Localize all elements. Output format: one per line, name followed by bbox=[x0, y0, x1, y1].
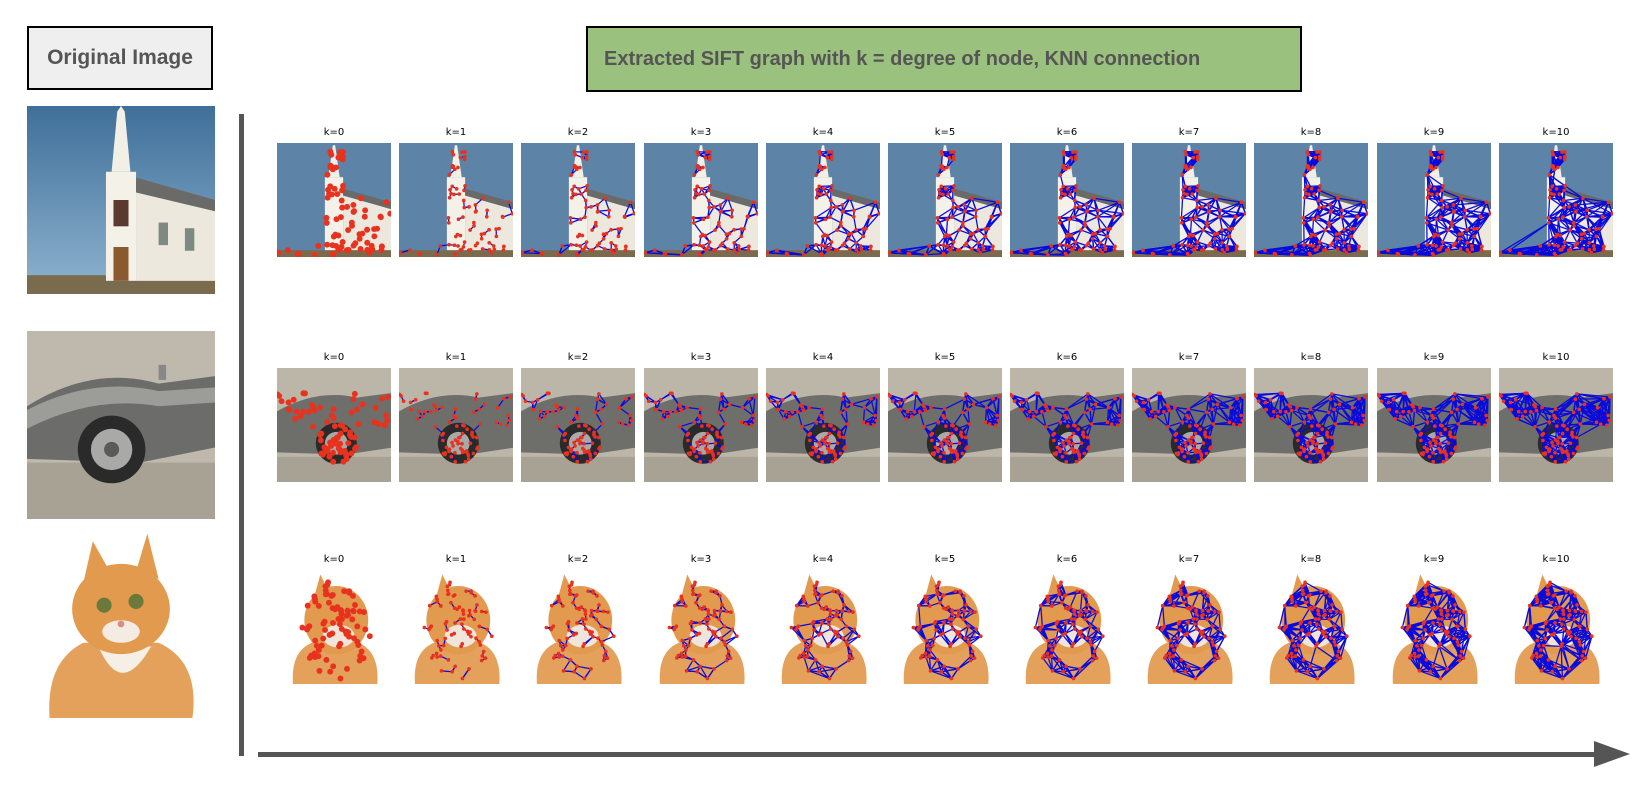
k-label: k=9 bbox=[1423, 352, 1445, 363]
sift-graph-thumbnail-cat bbox=[1254, 570, 1368, 684]
k-label: k=6 bbox=[1056, 127, 1078, 138]
k-label: k=10 bbox=[1542, 554, 1570, 565]
k-label: k=7 bbox=[1178, 352, 1200, 363]
k-label: k=2 bbox=[567, 352, 589, 363]
sift-graph-thumbnail-cat bbox=[521, 570, 635, 684]
k-label: k=2 bbox=[567, 554, 589, 565]
k-label: k=0 bbox=[323, 127, 345, 138]
k-label: k=3 bbox=[690, 554, 712, 565]
k-label: k=6 bbox=[1056, 554, 1078, 565]
k-label: k=8 bbox=[1300, 554, 1322, 565]
k-label: k=5 bbox=[934, 127, 956, 138]
k-label: k=3 bbox=[690, 127, 712, 138]
sift-graph-thumbnail-cat bbox=[766, 570, 880, 684]
k-label: k=9 bbox=[1423, 554, 1445, 565]
k-label: k=9 bbox=[1423, 127, 1445, 138]
k-label: k=5 bbox=[934, 554, 956, 565]
k-label: k=0 bbox=[323, 352, 345, 363]
sift-graph-thumbnail-car bbox=[1377, 368, 1491, 482]
sift-graph-thumbnail-car bbox=[521, 368, 635, 482]
sift-graph-thumbnail-car bbox=[1254, 368, 1368, 482]
sift-graph-thumbnail-church bbox=[766, 143, 880, 257]
k-label: k=8 bbox=[1300, 127, 1322, 138]
sift-graph-thumbnail-church bbox=[1377, 143, 1491, 257]
sift-graph-thumbnail-church bbox=[1254, 143, 1368, 257]
vertical-axis-line bbox=[239, 114, 244, 756]
k-label: k=1 bbox=[445, 554, 467, 565]
original-image-label: Original Image bbox=[27, 26, 213, 90]
k-label: k=0 bbox=[323, 554, 345, 565]
original-church-image bbox=[27, 106, 215, 294]
k-label: k=1 bbox=[445, 352, 467, 363]
k-label: k=10 bbox=[1542, 127, 1570, 138]
sift-graph-thumbnail-cat bbox=[1132, 570, 1246, 684]
sift-graph-thumbnail-car bbox=[1132, 368, 1246, 482]
sift-graph-thumbnail-car bbox=[399, 368, 513, 482]
sift-graph-thumbnail-car bbox=[1499, 368, 1613, 482]
horizontal-axis-line bbox=[258, 752, 1598, 757]
sift-graph-thumbnail-church bbox=[521, 143, 635, 257]
original-cat-image bbox=[27, 530, 215, 718]
axis-arrowhead bbox=[1594, 741, 1630, 767]
sift-graph-thumbnail-cat bbox=[1377, 570, 1491, 684]
sift-graph-thumbnail-car bbox=[1010, 368, 1124, 482]
sift-graph-thumbnail-car bbox=[644, 368, 758, 482]
sift-graph-thumbnail-car bbox=[766, 368, 880, 482]
sift-graph-thumbnail-car bbox=[277, 368, 391, 482]
sift-graph-thumbnail-cat bbox=[277, 570, 391, 684]
sift-graph-thumbnail-church bbox=[644, 143, 758, 257]
sift-graph-thumbnail-cat bbox=[399, 570, 513, 684]
sift-graph-thumbnail-church bbox=[888, 143, 1002, 257]
k-label: k=10 bbox=[1542, 352, 1570, 363]
original-car-image bbox=[27, 331, 215, 519]
sift-graph-thumbnail-church bbox=[1132, 143, 1246, 257]
sift-graph-thumbnail-cat bbox=[1499, 570, 1613, 684]
sift-graph-thumbnail-church bbox=[399, 143, 513, 257]
sift-graph-thumbnail-church bbox=[1499, 143, 1613, 257]
sift-graph-thumbnail-cat bbox=[888, 570, 1002, 684]
sift-graph-thumbnail-church bbox=[1010, 143, 1124, 257]
k-label: k=7 bbox=[1178, 554, 1200, 565]
k-label: k=7 bbox=[1178, 127, 1200, 138]
k-label: k=6 bbox=[1056, 352, 1078, 363]
k-label: k=2 bbox=[567, 127, 589, 138]
k-label: k=5 bbox=[934, 352, 956, 363]
k-label: k=8 bbox=[1300, 352, 1322, 363]
sift-graph-thumbnail-cat bbox=[1010, 570, 1124, 684]
k-label: k=4 bbox=[812, 554, 834, 565]
sift-graph-thumbnail-church bbox=[277, 143, 391, 257]
k-label: k=4 bbox=[812, 127, 834, 138]
sift-graph-thumbnail-car bbox=[888, 368, 1002, 482]
k-label: k=1 bbox=[445, 127, 467, 138]
k-label: k=3 bbox=[690, 352, 712, 363]
k-label: k=4 bbox=[812, 352, 834, 363]
figure-title-box: Extracted SIFT graph with k = degree of … bbox=[586, 26, 1302, 92]
sift-graph-thumbnail-cat bbox=[644, 570, 758, 684]
